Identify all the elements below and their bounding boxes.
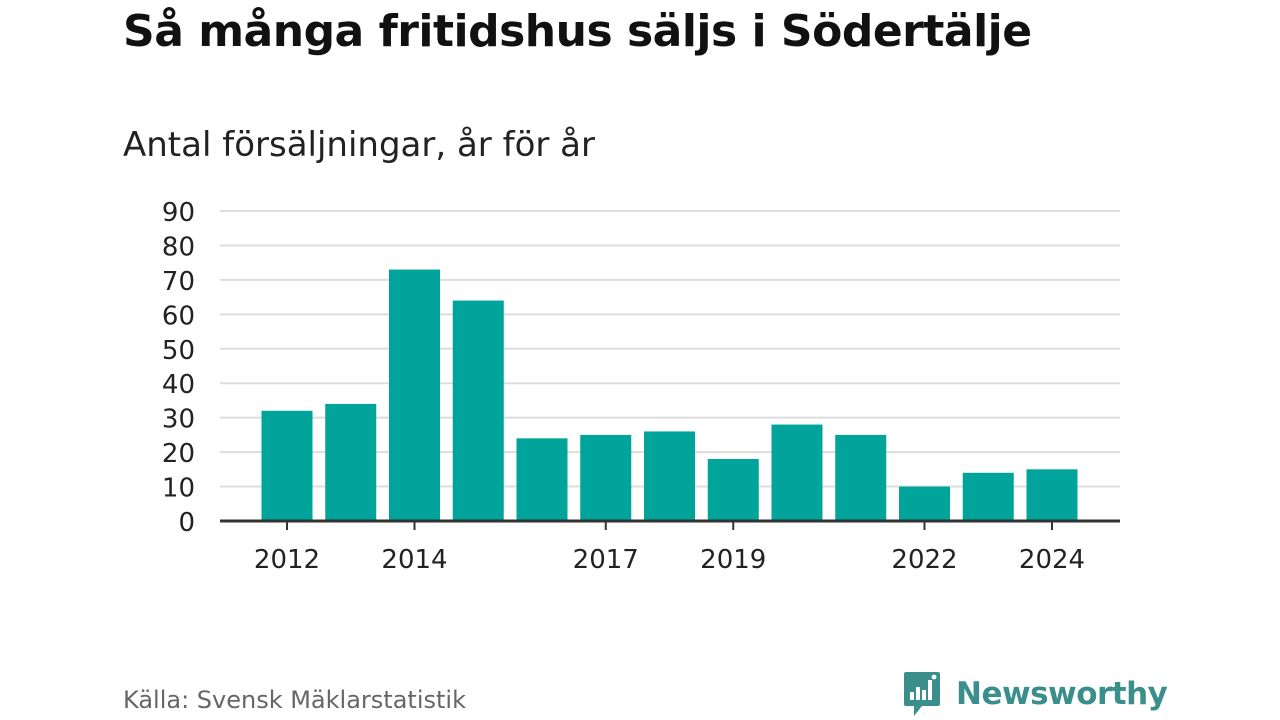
chart-title: Så många fritidshus säljs i Södertälje bbox=[123, 6, 1032, 57]
bar-2015 bbox=[452, 300, 504, 521]
newsworthy-logo-icon bbox=[904, 672, 940, 716]
x-tick-label: 2017 bbox=[573, 545, 639, 575]
brand-name: Newsworthy bbox=[956, 676, 1168, 712]
x-tick-label: 2022 bbox=[891, 545, 957, 575]
bar-2019 bbox=[707, 459, 759, 521]
y-tick-label: 10 bbox=[162, 474, 195, 504]
y-tick-label: 30 bbox=[162, 405, 195, 435]
bar-2024 bbox=[1026, 469, 1078, 521]
y-tick-label: 90 bbox=[162, 198, 195, 228]
bar-2022 bbox=[899, 486, 950, 521]
x-tick-label: 2012 bbox=[254, 545, 320, 575]
x-tick-label: 2014 bbox=[381, 545, 447, 575]
brand-logo: Newsworthy bbox=[902, 670, 1168, 718]
bar-2023 bbox=[962, 472, 1014, 521]
x-tick-label: 2024 bbox=[1019, 545, 1085, 575]
bar-2014 bbox=[389, 269, 440, 521]
bar-chart: 0 10 20 30 40 50 60 70 80 90 2012 2014 2017 2019 2022 2… bbox=[162, 198, 1120, 575]
bar-2016 bbox=[516, 438, 568, 521]
bar-2018 bbox=[644, 431, 695, 521]
bar-2013 bbox=[325, 403, 377, 521]
x-tick-label: 2019 bbox=[700, 545, 766, 575]
bar-2017 bbox=[580, 434, 632, 521]
y-tick-label: 50 bbox=[162, 336, 195, 366]
bar-2021 bbox=[835, 434, 887, 521]
y-tick-label: 0 bbox=[178, 508, 195, 538]
y-tick-label: 70 bbox=[162, 267, 195, 297]
y-tick-label: 80 bbox=[162, 232, 195, 262]
chart-subtitle: Antal försäljningar, år för år bbox=[123, 125, 595, 165]
bar-2012 bbox=[261, 410, 313, 521]
source-note: Källa: Svensk Mäklarstatistik bbox=[123, 686, 466, 714]
bar-2020 bbox=[771, 424, 823, 521]
y-tick-label: 20 bbox=[162, 439, 195, 469]
y-tick-label: 60 bbox=[162, 301, 195, 331]
y-tick-label: 40 bbox=[162, 370, 195, 400]
